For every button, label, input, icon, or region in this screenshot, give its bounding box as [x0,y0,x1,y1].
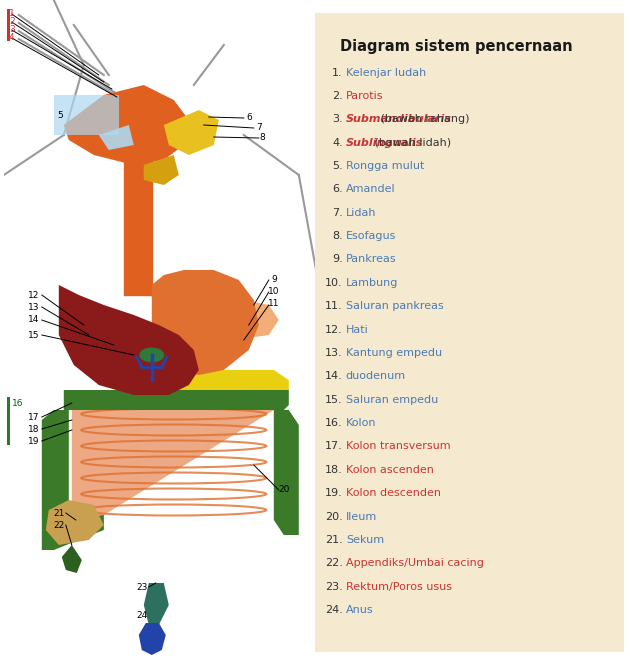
Text: 5.: 5. [332,161,343,171]
Polygon shape [144,155,179,185]
Text: Kolon transversum: Kolon transversum [346,442,450,452]
Text: Sublingualis: Sublingualis [346,138,423,148]
Text: 10.: 10. [325,278,343,288]
Text: 4: 4 [9,33,14,43]
Text: 2: 2 [9,17,14,27]
Bar [7,9,10,41]
Text: 8.: 8. [332,231,343,241]
Text: Rektum/Poros usus: Rektum/Poros usus [346,582,452,592]
Text: Rongga mulut: Rongga mulut [346,161,424,171]
Text: 9.: 9. [332,255,343,265]
Text: (bawah lidah): (bawah lidah) [371,138,451,148]
Polygon shape [64,85,189,165]
Text: 19: 19 [28,436,40,446]
Text: 9: 9 [271,275,277,285]
Text: 5: 5 [57,110,62,120]
Polygon shape [164,110,219,155]
Text: Kolon descenden: Kolon descenden [346,488,441,498]
Polygon shape [144,583,169,625]
Text: 15: 15 [28,331,40,340]
Text: Parotis: Parotis [346,91,384,101]
Text: 14.: 14. [325,371,343,381]
Text: 17: 17 [28,412,40,422]
Text: Esofagus: Esofagus [346,231,396,241]
Polygon shape [99,125,134,150]
Polygon shape [152,270,259,375]
Text: 23: 23 [136,583,147,591]
Text: 13.: 13. [325,348,343,358]
Text: Amandel: Amandel [346,184,396,194]
Polygon shape [179,370,289,390]
Text: Kelenjar ludah: Kelenjar ludah [346,68,426,78]
Text: 22.: 22. [325,558,343,568]
Text: 6: 6 [246,114,251,122]
Polygon shape [274,410,299,535]
Text: Saluran empedu: Saluran empedu [346,395,438,405]
Polygon shape [46,500,104,545]
Text: Kolon: Kolon [346,418,376,428]
Text: 21: 21 [53,509,64,517]
Text: 7.: 7. [332,207,343,217]
Text: 11.: 11. [325,301,343,311]
Polygon shape [42,410,69,535]
Ellipse shape [139,348,164,362]
Text: 1.: 1. [332,68,343,78]
Text: 24.: 24. [325,605,343,615]
Bar [7,397,10,445]
Polygon shape [152,300,279,345]
Text: Lidah: Lidah [346,207,376,217]
Text: 18.: 18. [325,465,343,475]
Text: 1: 1 [9,9,14,19]
Text: 19.: 19. [325,488,343,498]
Text: 24: 24 [136,610,147,620]
Text: 10: 10 [268,287,280,297]
Text: Kolon ascenden: Kolon ascenden [346,465,433,475]
Text: 3: 3 [9,25,14,35]
Text: 15.: 15. [325,395,343,405]
Text: 16.: 16. [325,418,343,428]
Text: 6.: 6. [332,184,343,194]
Polygon shape [42,515,104,550]
Text: 7: 7 [256,124,261,132]
Text: 18: 18 [28,424,40,434]
Polygon shape [62,545,82,573]
Text: Anus: Anus [346,605,374,615]
Text: 11: 11 [268,299,280,309]
Text: 14: 14 [28,315,40,325]
Text: 4.: 4. [332,138,343,148]
Text: 23.: 23. [325,582,343,592]
Text: 8: 8 [259,134,265,142]
Text: 13: 13 [28,303,40,311]
Polygon shape [139,623,166,655]
Text: Saluran pankreas: Saluran pankreas [346,301,444,311]
Text: 20.: 20. [325,511,343,521]
Text: 20: 20 [278,485,290,495]
Text: duodenum: duodenum [346,371,406,381]
Polygon shape [59,285,199,395]
Text: (bawah rahang): (bawah rahang) [377,114,470,124]
Text: Diagram sistem pencernaan: Diagram sistem pencernaan [340,39,572,54]
Text: Pankreas: Pankreas [346,255,396,265]
Text: 12.: 12. [325,325,343,334]
Text: Ileum: Ileum [346,511,377,521]
Text: 22: 22 [53,521,64,529]
Text: 17.: 17. [325,442,343,452]
Text: 3.: 3. [332,114,343,124]
Text: 16: 16 [12,398,23,408]
Text: Kantung empedu: Kantung empedu [346,348,442,358]
Text: Submandibularis: Submandibularis [346,114,452,124]
Polygon shape [64,390,289,410]
Polygon shape [72,410,274,530]
Text: 21.: 21. [325,535,343,545]
Text: Sekum: Sekum [346,535,384,545]
Text: 12: 12 [28,291,40,299]
Text: Lambung: Lambung [346,278,398,288]
Text: Hati: Hati [346,325,369,334]
Bar [54,95,119,135]
Text: 2.: 2. [332,91,343,101]
Text: Appendiks/Umbai cacing: Appendiks/Umbai cacing [346,558,484,568]
